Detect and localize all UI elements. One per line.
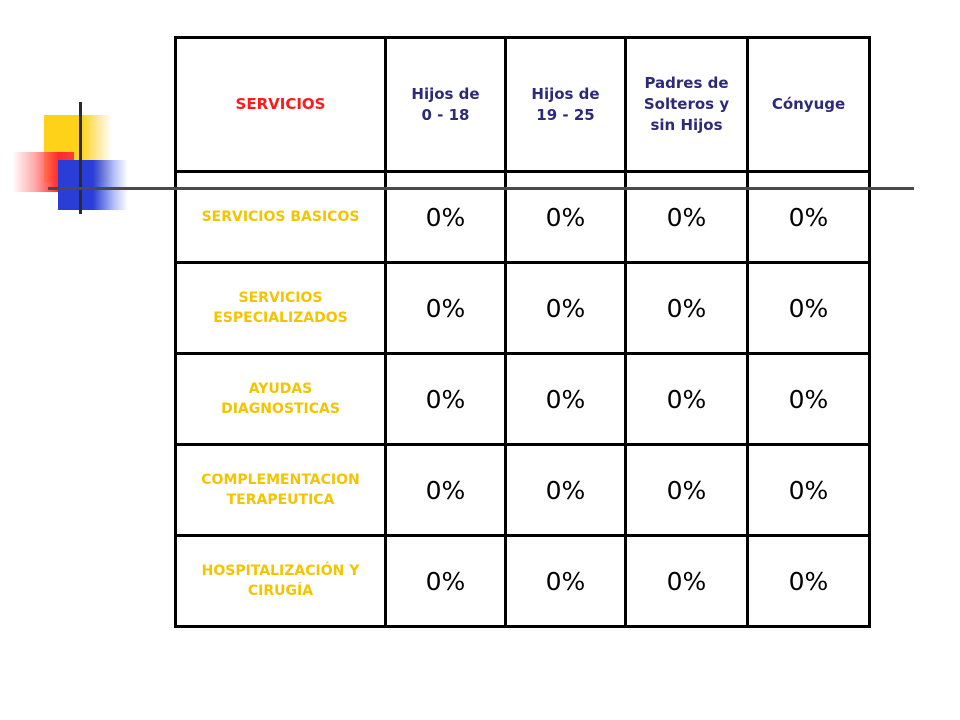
table-cell: 0%: [746, 443, 871, 537]
decorative-horizontal-line: [48, 187, 914, 190]
table-row: COMPLEMENTACION TERAPEUTICA 0% 0% 0% 0%: [174, 443, 871, 537]
table-row: AYUDAS DIAGNOSTICAS 0% 0% 0% 0%: [174, 352, 871, 446]
row-label-ayudas-diagnosticas: AYUDAS DIAGNOSTICAS: [174, 352, 387, 446]
row-label-servicios-especializados: SERVICIOS ESPECIALIZADOS: [174, 261, 387, 355]
table-cell: 0%: [624, 534, 749, 628]
table-cell: 0%: [746, 534, 871, 628]
table-cell: 0%: [746, 261, 871, 355]
header-servicios: SERVICIOS: [174, 36, 387, 173]
table-row: HOSPITALIZACIÓN Y CIRUGÍA 0% 0% 0% 0%: [174, 534, 871, 628]
row-label-servicios-basicos: SERVICIOS BASICOS: [174, 170, 387, 264]
header-padres-solteros: Padres de Solteros y sin Hijos: [624, 36, 749, 173]
table-cell: 0%: [384, 534, 507, 628]
header-conyuge: Cónyuge: [746, 36, 871, 173]
header-hijos-19-25: Hijos de 19 - 25: [504, 36, 627, 173]
table-cell: 0%: [624, 352, 749, 446]
table-cell: 0%: [504, 261, 627, 355]
table-cell: 0%: [746, 170, 871, 264]
table-cell: 0%: [624, 261, 749, 355]
table-cell: 0%: [384, 443, 507, 537]
table-cell: 0%: [504, 443, 627, 537]
row-label-hospitalizacion-cirugia: HOSPITALIZACIÓN Y CIRUGÍA: [174, 534, 387, 628]
table-cell: 0%: [746, 352, 871, 446]
services-table: SERVICIOS Hijos de 0 - 18 Hijos de 19 - …: [174, 36, 871, 628]
decorative-blue-square: [58, 160, 128, 210]
table-cell: 0%: [504, 534, 627, 628]
table-header-row: SERVICIOS Hijos de 0 - 18 Hijos de 19 - …: [174, 36, 871, 173]
table-row: SERVICIOS ESPECIALIZADOS 0% 0% 0% 0%: [174, 261, 871, 355]
table-cell: 0%: [504, 352, 627, 446]
header-hijos-0-18: Hijos de 0 - 18: [384, 36, 507, 173]
decorative-vertical-line: [79, 102, 82, 214]
table-cell: 0%: [624, 443, 749, 537]
row-label-complementacion-terapeutica: COMPLEMENTACION TERAPEUTICA: [174, 443, 387, 537]
table-cell: 0%: [504, 170, 627, 264]
table-cell: 0%: [384, 261, 507, 355]
table-cell: 0%: [624, 170, 749, 264]
table-cell: 0%: [384, 170, 507, 264]
table-cell: 0%: [384, 352, 507, 446]
table-row: SERVICIOS BASICOS 0% 0% 0% 0%: [174, 170, 871, 264]
